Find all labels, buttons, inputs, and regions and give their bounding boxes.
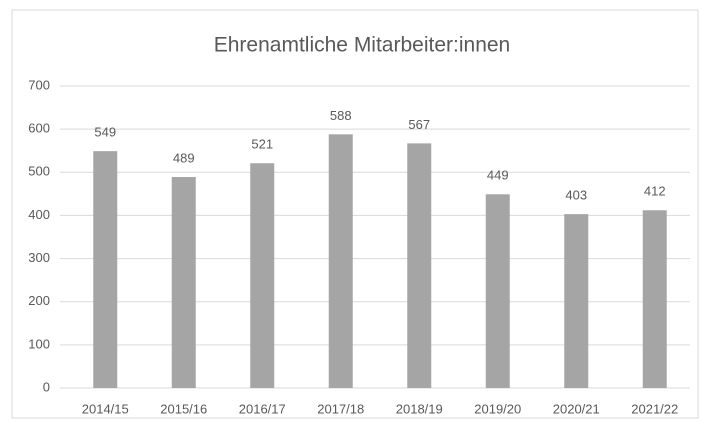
x-tick-label: 2015/16 <box>160 401 207 416</box>
value-label: 489 <box>173 150 195 165</box>
value-label: 567 <box>408 117 430 132</box>
x-tick-label: 2014/15 <box>82 401 129 416</box>
bar <box>564 214 589 388</box>
value-label: 521 <box>251 137 273 152</box>
y-tick-label: 700 <box>28 77 50 92</box>
value-label: 412 <box>644 184 666 199</box>
x-tick-label: 2016/17 <box>239 401 286 416</box>
bar <box>485 194 510 388</box>
chart-title: Ehrenamtliche Mitarbeiter:innen <box>214 34 510 57</box>
x-tick-label: 2017/18 <box>317 401 364 416</box>
y-tick-label: 400 <box>28 207 50 222</box>
value-label: 449 <box>487 168 509 183</box>
x-tick-label: 2019/20 <box>474 401 521 416</box>
bar <box>93 151 118 388</box>
y-tick-label: 500 <box>28 164 50 179</box>
x-tick-label: 2018/19 <box>396 401 443 416</box>
bar <box>250 163 275 388</box>
bar <box>407 143 432 388</box>
y-tick-label: 300 <box>28 250 50 265</box>
value-label: 403 <box>565 188 587 203</box>
x-tick-label: 2020/21 <box>553 401 600 416</box>
y-tick-label: 0 <box>43 379 50 394</box>
y-tick-label: 600 <box>28 121 50 136</box>
value-label: 549 <box>94 125 116 140</box>
bar <box>642 210 667 388</box>
bar <box>171 177 196 388</box>
x-tick-label: 2021/22 <box>631 401 678 416</box>
bar <box>328 134 353 388</box>
y-tick-label: 100 <box>28 336 50 351</box>
y-tick-label: 200 <box>28 293 50 308</box>
value-label: 588 <box>330 108 352 123</box>
